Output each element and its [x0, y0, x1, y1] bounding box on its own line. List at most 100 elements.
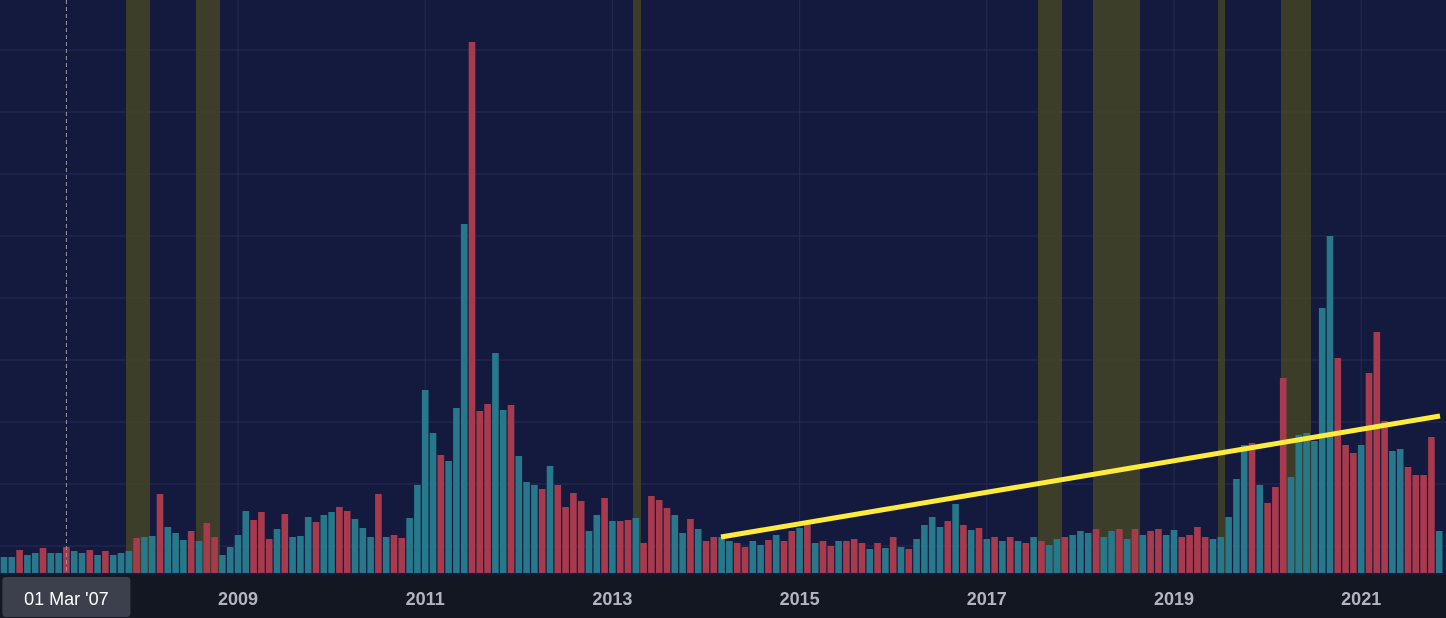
axis-labels: 2009 2011 2013 2015 2017 2019 2021: [218, 589, 1381, 609]
volume-bar: [1092, 529, 1100, 573]
volume-bar: [78, 553, 86, 573]
volume-bar: [24, 555, 31, 573]
volume-bar: [515, 456, 523, 573]
trend-line[interactable]: [720, 413, 1441, 540]
volume-bar: [1045, 545, 1053, 573]
volume-bar: [1116, 529, 1123, 573]
volume-bar: [1311, 441, 1318, 573]
volume-bar: [538, 489, 546, 573]
volume-bar: [351, 519, 359, 573]
band: [1218, 0, 1225, 573]
volume-bar: [1342, 445, 1349, 573]
volume-bar: [702, 541, 710, 573]
volume-bar: [304, 517, 312, 573]
volume-bar: [952, 504, 959, 573]
volume-bar: [1217, 537, 1225, 573]
volume-bar: [991, 537, 998, 573]
volume-bar: [1428, 437, 1435, 573]
volume-bar: [1240, 445, 1248, 573]
volume-bar: [375, 494, 382, 573]
volume-bar: [1178, 537, 1186, 573]
band: [633, 0, 641, 573]
x-tick-label: 2011: [406, 589, 445, 609]
volume-bar: [219, 555, 226, 573]
volume-bar: [297, 536, 304, 573]
volume-bar: [1053, 539, 1061, 573]
volume-bar: [507, 405, 515, 573]
x-tick-label: 2021: [1341, 589, 1381, 609]
volume-bar: [1139, 535, 1147, 573]
volume-bar: [1084, 533, 1092, 573]
volume-bar: [632, 518, 640, 573]
volume-bar: [180, 540, 187, 573]
volume-bar: [195, 541, 203, 573]
volume-bar: [1155, 529, 1162, 573]
volume-bar: [8, 557, 16, 573]
volume-bar: [172, 533, 179, 573]
volume-bar: [562, 507, 569, 573]
volume-bar: [102, 551, 109, 573]
volume-bar: [1108, 531, 1115, 573]
volume-bar: [1318, 308, 1326, 573]
volume-bar: [1373, 332, 1381, 573]
volume-bar: [468, 42, 476, 573]
band: [1093, 0, 1140, 573]
volume-bar: [336, 507, 343, 573]
volume-bar: [1162, 535, 1170, 573]
volume-bar: [1186, 535, 1193, 573]
volume-bar: [835, 541, 842, 573]
volume-bar: [687, 519, 694, 573]
volume-bar: [0, 557, 8, 573]
volume-bar: [655, 500, 663, 573]
volume-bar: [679, 533, 686, 573]
volume-bar: [780, 541, 788, 573]
volume-bar: [47, 553, 55, 573]
volume-bar: [187, 531, 195, 573]
volume-bar: [609, 521, 616, 573]
volume-bar: [905, 549, 913, 573]
volume-bar: [913, 539, 920, 573]
volume-bar: [1201, 537, 1209, 573]
bars: [0, 42, 1443, 573]
volume-bar: [1123, 539, 1131, 573]
volume-bar: [258, 512, 265, 573]
volume-bar: [1225, 517, 1232, 573]
volume-bar: [211, 537, 218, 573]
volume-bar: [733, 543, 741, 573]
volume-bar: [1287, 477, 1295, 573]
volume-bar: [1350, 453, 1357, 573]
volume-bar: [640, 543, 647, 573]
volume-bar: [1030, 537, 1037, 573]
volume-bar: [343, 511, 351, 573]
volume-bar: [437, 455, 445, 573]
volume-bar: [31, 553, 39, 573]
volume-bar: [897, 547, 905, 573]
volume-bar: [804, 524, 811, 573]
volume-bar: [164, 527, 172, 573]
volume-bar: [1272, 487, 1279, 573]
volume-bar: [1147, 531, 1154, 573]
volume-bar: [796, 528, 803, 573]
volume-bar: [55, 553, 62, 573]
volume-bar: [593, 515, 601, 573]
volume-bar: [749, 541, 757, 573]
volume-bar: [936, 527, 944, 573]
volume-bar: [141, 537, 148, 573]
volume-bar: [1334, 358, 1342, 573]
volume-bar: [1264, 503, 1271, 573]
volume-bar: [648, 496, 655, 573]
x-tick-label: 2017: [967, 589, 1007, 609]
band: [126, 0, 150, 573]
volume-bar: [772, 535, 780, 573]
volume-bar: [250, 520, 257, 573]
volume-bar: [944, 521, 952, 573]
volume-bar: [1389, 451, 1396, 573]
volume-bar: [1295, 435, 1303, 573]
band: [196, 0, 220, 573]
volume-bar: [1396, 449, 1404, 573]
volume-bar: [1420, 475, 1427, 573]
volume-bar: [359, 528, 367, 573]
volume-bar: [765, 540, 772, 573]
